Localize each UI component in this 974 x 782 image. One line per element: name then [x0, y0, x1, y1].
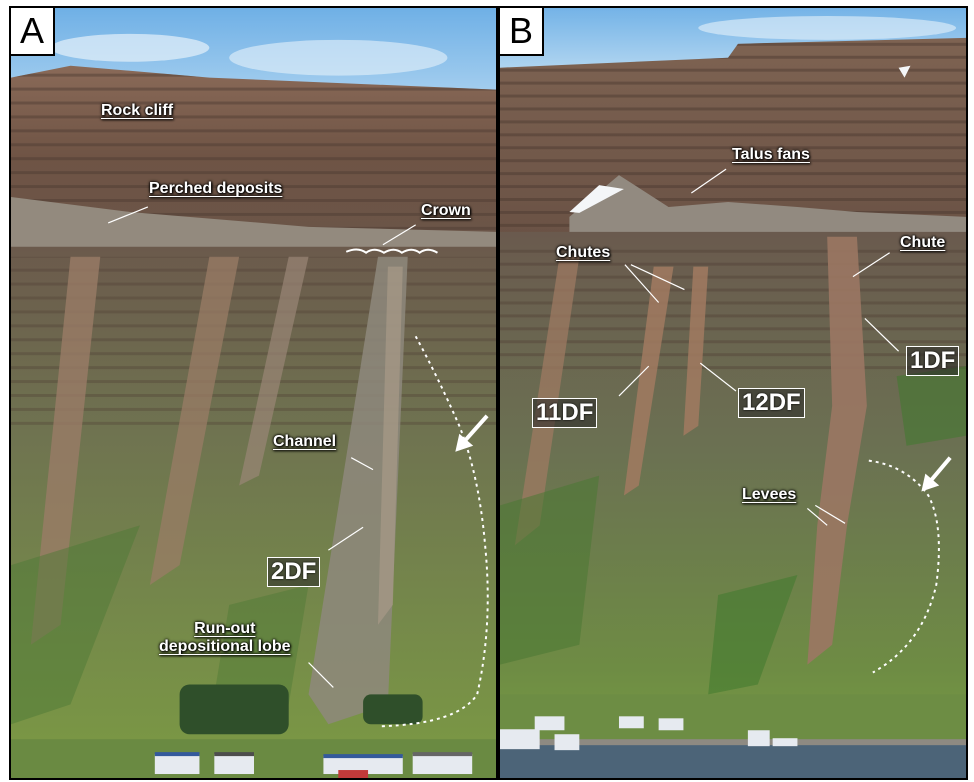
label-talus-fans: Talus fans [732, 146, 810, 163]
house [500, 729, 540, 750]
panel-b-photo [500, 8, 966, 778]
label-levees: Levees [742, 486, 797, 503]
label-2df: 2DF [267, 557, 321, 587]
label-run-out-line2: depositional lobe [159, 638, 291, 655]
debris-flow-12df [683, 266, 709, 436]
label-crown: Crown [421, 202, 471, 219]
label-1df: 1DF [906, 346, 960, 376]
label-11df: 11DF [532, 398, 598, 428]
label-chute: Chute [900, 234, 946, 251]
panel-b-letter: B [500, 8, 544, 56]
talus-fans [569, 175, 966, 237]
label-chutes: Chutes [556, 244, 611, 261]
label-run-out: Run-out depositional lobe [159, 620, 291, 656]
label-run-out-line1: Run-out [194, 620, 256, 637]
panel-a-letter: A [11, 8, 55, 56]
trees [179, 684, 289, 735]
panel-a-photo [11, 8, 496, 778]
panel-b: B Talus fans Chutes Chute 1DF 11DF 12DF … [498, 6, 968, 780]
snow-patch [569, 185, 624, 213]
house [154, 754, 200, 775]
label-rock-cliff: Rock cliff [101, 102, 174, 119]
panel-a: A Rock cliff Perched deposits Crown Chan… [9, 6, 498, 780]
debris-flow-1df [807, 236, 867, 665]
label-channel: Channel [273, 433, 337, 450]
label-perched-deposits: Perched deposits [149, 180, 283, 197]
label-12df: 12DF [738, 388, 805, 418]
